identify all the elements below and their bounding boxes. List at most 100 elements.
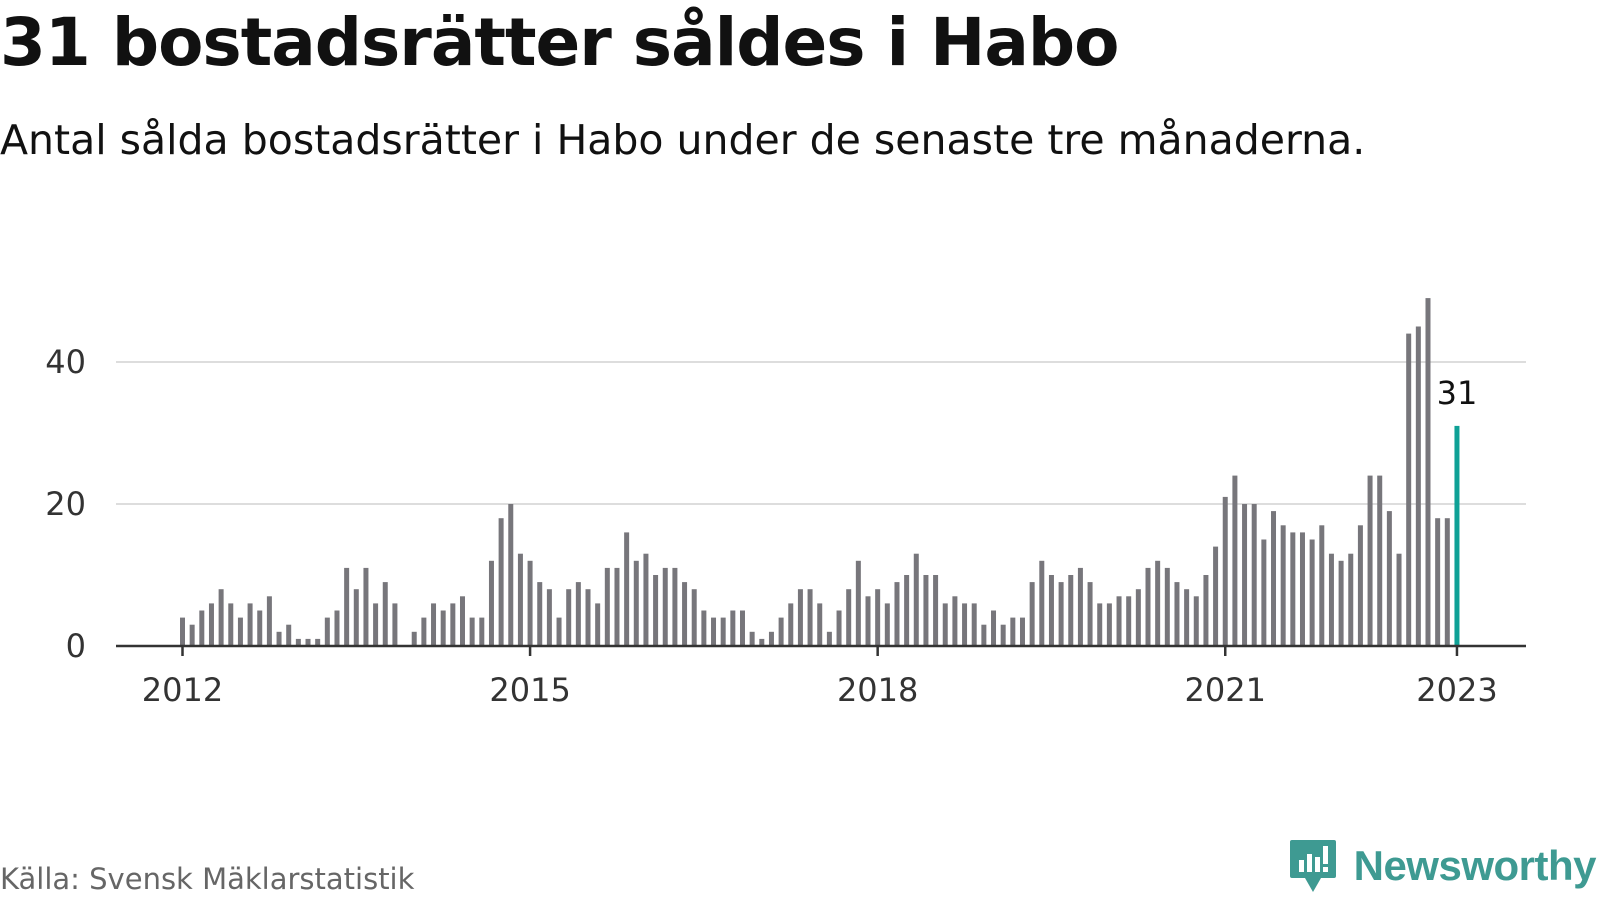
bar-80 xyxy=(952,596,958,646)
bar-83 xyxy=(981,624,987,646)
bar-4 xyxy=(218,589,224,646)
bar-63 xyxy=(788,603,794,646)
bar-61 xyxy=(768,631,774,646)
bar-7 xyxy=(247,603,253,646)
bar-54 xyxy=(701,610,707,646)
bar-24 xyxy=(411,631,417,646)
x-tick-label-2018: 2018 xyxy=(837,671,918,709)
bar-100 xyxy=(1145,567,1151,646)
bar-107 xyxy=(1213,546,1219,646)
bar-32 xyxy=(488,560,494,646)
bar-103 xyxy=(1174,582,1180,646)
bar-92 xyxy=(1068,575,1074,646)
bar-71 xyxy=(865,596,871,646)
bar-123 xyxy=(1367,475,1373,646)
bar-21 xyxy=(382,582,388,646)
bar-132 xyxy=(1454,425,1460,646)
bar-88 xyxy=(1029,582,1035,646)
bar-47 xyxy=(633,560,639,646)
bar-125 xyxy=(1386,511,1392,646)
y-tick-label-0: 0 xyxy=(66,627,86,665)
bar-51 xyxy=(672,567,678,646)
bar-17 xyxy=(344,567,350,646)
bar-28 xyxy=(450,603,456,646)
bar-3 xyxy=(208,603,214,646)
bar-26 xyxy=(431,603,437,646)
bar-97 xyxy=(1116,596,1122,646)
bar-46 xyxy=(624,532,630,646)
bar-119 xyxy=(1328,553,1334,646)
brand-name: Newsworthy xyxy=(1353,842,1597,889)
bar-66 xyxy=(817,603,823,646)
bar-99 xyxy=(1135,589,1141,646)
bar-35 xyxy=(517,553,523,646)
source-note: Källa: Svensk Mäklarstatistik xyxy=(0,862,415,896)
bar-42 xyxy=(585,589,591,646)
bar-110 xyxy=(1242,504,1248,646)
bar-43 xyxy=(595,603,601,646)
bar-116 xyxy=(1299,532,1305,646)
bar-67 xyxy=(826,631,832,646)
bars xyxy=(180,298,1460,646)
bar-62 xyxy=(778,617,784,646)
bar-73 xyxy=(884,603,890,646)
x-tick-label-2015: 2015 xyxy=(489,671,570,709)
newsworthy-logo-icon xyxy=(1289,840,1336,892)
bar-6 xyxy=(237,617,243,646)
bar-122 xyxy=(1357,525,1363,646)
bar-2 xyxy=(199,610,205,646)
bar-98 xyxy=(1126,596,1132,646)
y-tick-label-20: 20 xyxy=(45,485,86,523)
bar-19 xyxy=(363,567,369,646)
bar-57 xyxy=(730,610,736,646)
bar-11 xyxy=(286,624,292,646)
bar-81 xyxy=(962,603,968,646)
bar-112 xyxy=(1261,539,1267,646)
bar-65 xyxy=(807,589,813,646)
bar-64 xyxy=(797,589,803,646)
bar-76 xyxy=(913,553,919,646)
bar-59 xyxy=(749,631,755,646)
bar-18 xyxy=(353,589,359,646)
bar-13 xyxy=(305,638,311,646)
bar-8 xyxy=(257,610,263,646)
bar-72 xyxy=(875,589,881,646)
bar-56 xyxy=(720,617,726,646)
bar-1 xyxy=(189,624,195,646)
bar-74 xyxy=(894,582,900,646)
bar-20 xyxy=(373,603,379,646)
bar-111 xyxy=(1251,504,1257,646)
bar-82 xyxy=(971,603,977,646)
bar-89 xyxy=(1039,560,1045,646)
bar-129 xyxy=(1425,298,1431,646)
bar-121 xyxy=(1348,553,1354,646)
brand-logo: Newsworthy xyxy=(1288,838,1597,894)
bar-68 xyxy=(836,610,842,646)
bar-90 xyxy=(1048,575,1054,646)
bar-53 xyxy=(691,589,697,646)
bar-48 xyxy=(643,553,649,646)
bar-128 xyxy=(1415,326,1421,646)
bar-55 xyxy=(711,617,717,646)
bar-86 xyxy=(1010,617,1016,646)
bar-93 xyxy=(1077,567,1083,646)
bar-41 xyxy=(575,582,581,646)
data-label-latest: 31 xyxy=(1437,374,1478,412)
bar-16 xyxy=(334,610,340,646)
bar-124 xyxy=(1377,475,1383,646)
bar-79 xyxy=(942,603,948,646)
bar-34 xyxy=(508,504,514,646)
bar-9 xyxy=(266,596,272,646)
bar-117 xyxy=(1309,539,1315,646)
bar-120 xyxy=(1338,560,1344,646)
bar-39 xyxy=(556,617,562,646)
bar-25 xyxy=(421,617,427,646)
bar-5 xyxy=(228,603,234,646)
chart-title: 31 bostadsrätter såldes i Habo xyxy=(0,4,1119,81)
bar-58 xyxy=(739,610,745,646)
bar-0 xyxy=(180,617,185,646)
x-tick-label-2012: 2012 xyxy=(142,671,223,709)
bar-70 xyxy=(855,560,861,646)
bar-33 xyxy=(498,518,504,646)
bar-95 xyxy=(1097,603,1103,646)
